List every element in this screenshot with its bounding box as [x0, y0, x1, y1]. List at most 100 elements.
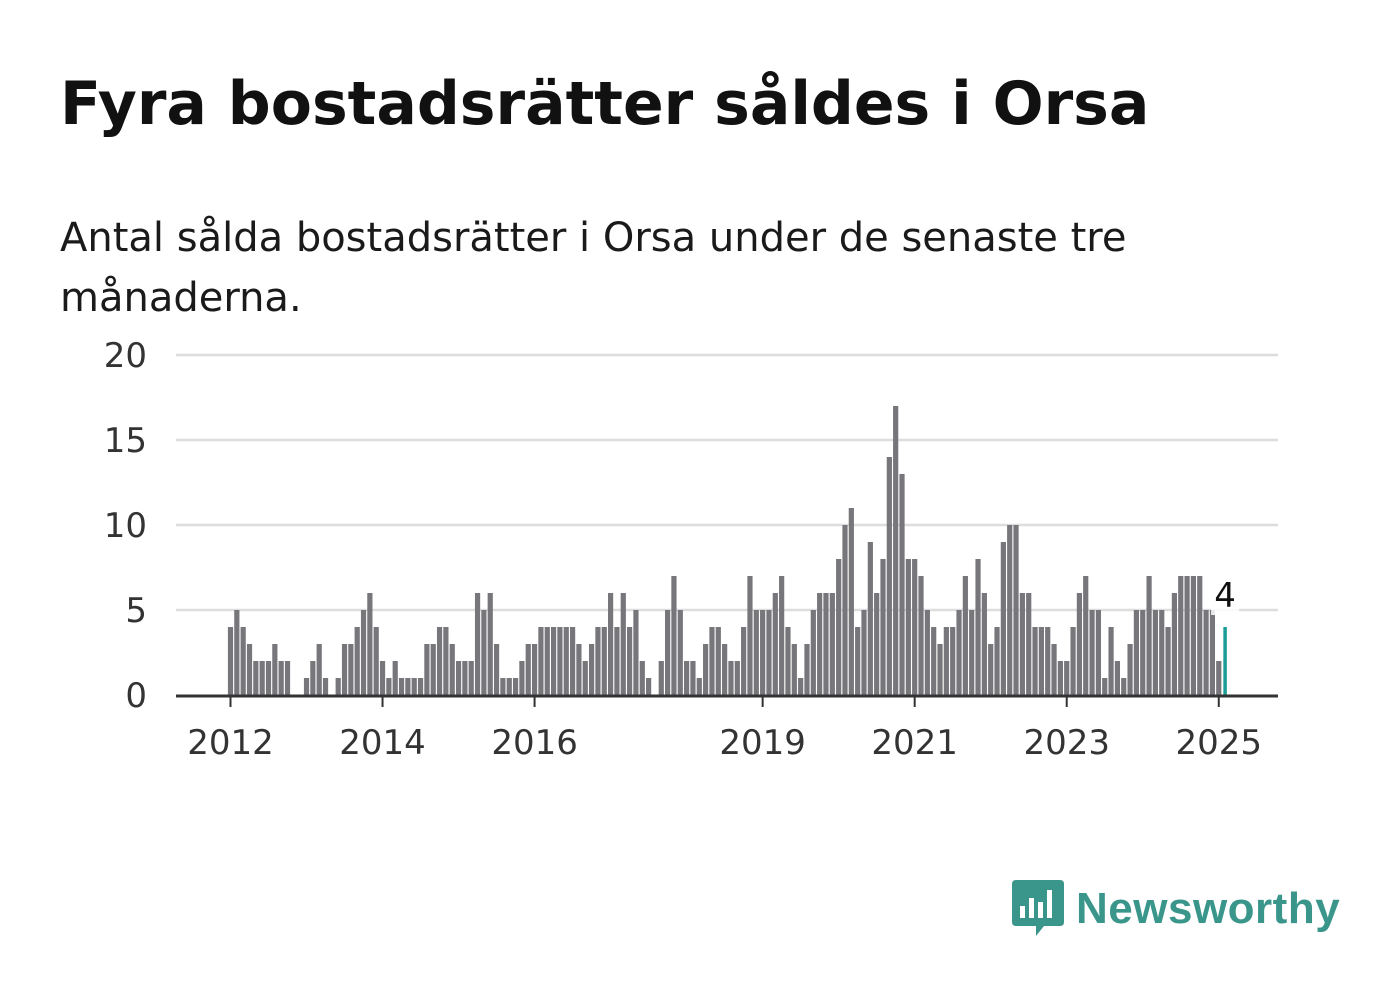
bar — [1133, 610, 1140, 695]
bar — [1203, 610, 1209, 695]
bar — [398, 678, 405, 695]
bar — [424, 644, 430, 695]
x-ticks — [229, 697, 1220, 707]
bar — [1165, 627, 1171, 695]
y-tick-label: 5 — [125, 591, 147, 631]
bar — [842, 525, 848, 695]
bar — [227, 627, 234, 695]
bar — [671, 576, 677, 695]
bar — [569, 627, 576, 695]
bar — [265, 661, 272, 695]
bar — [639, 661, 645, 695]
bar — [1013, 525, 1019, 695]
bar — [557, 627, 563, 695]
bar — [703, 644, 709, 695]
bar — [1209, 610, 1216, 695]
bar — [481, 610, 487, 695]
bar — [348, 644, 354, 695]
bar — [1057, 661, 1063, 695]
bar — [519, 661, 525, 695]
bar — [1045, 627, 1051, 695]
bar — [1140, 610, 1146, 695]
bar — [823, 593, 829, 695]
bar-chart: 0 5 10 15 20 2012 2014 2016 2019 2021 2023 2025 4 — [104, 336, 1278, 763]
bar — [316, 644, 322, 695]
bar — [588, 644, 595, 695]
bar — [981, 593, 987, 695]
bar — [1102, 678, 1108, 695]
bar — [931, 627, 937, 695]
bar — [1184, 576, 1190, 695]
bar — [354, 627, 360, 695]
bar — [861, 610, 867, 695]
bar — [576, 644, 582, 695]
bar — [335, 678, 341, 695]
bar — [975, 559, 981, 695]
bar — [684, 661, 690, 695]
bar-highlight — [1223, 627, 1227, 695]
bar — [1038, 627, 1044, 695]
bar — [360, 610, 367, 695]
bar — [1051, 644, 1057, 695]
bar — [969, 610, 975, 695]
gridlines — [176, 353, 1278, 612]
bar — [595, 627, 601, 695]
bar — [1095, 610, 1101, 695]
bar — [918, 576, 924, 695]
bar — [760, 610, 766, 695]
bar — [411, 678, 417, 695]
bar — [994, 627, 1000, 695]
bar — [893, 406, 899, 695]
bar — [1171, 593, 1178, 695]
bar — [741, 627, 747, 695]
bar — [1076, 593, 1082, 695]
bar — [608, 593, 614, 695]
y-tick-label: 0 — [125, 676, 147, 716]
bar — [436, 627, 443, 695]
bar — [627, 627, 633, 695]
bar — [322, 678, 329, 695]
bar — [405, 678, 411, 695]
bar — [246, 644, 253, 695]
bar — [468, 661, 474, 695]
bar — [1083, 576, 1089, 695]
bar — [1178, 576, 1184, 695]
bar — [988, 644, 994, 695]
bar — [582, 661, 588, 695]
bar — [303, 678, 310, 695]
bar — [658, 661, 664, 695]
x-tick-label: 2014 — [339, 723, 426, 763]
bar — [1216, 661, 1222, 695]
bar — [310, 661, 316, 695]
bar — [1019, 593, 1025, 695]
bar — [956, 610, 962, 695]
chart-subtitle: Antal sålda bostadsrätter i Orsa under d… — [60, 215, 1127, 321]
bar — [373, 627, 379, 695]
bar — [234, 610, 240, 695]
bar — [512, 678, 519, 695]
last-value-label: 4 — [1214, 576, 1236, 616]
y-tick-label: 15 — [104, 421, 147, 461]
bar — [253, 661, 259, 695]
bar — [525, 644, 531, 695]
bar — [417, 678, 424, 695]
bar — [912, 559, 918, 695]
bar — [836, 559, 842, 695]
bar — [848, 508, 854, 695]
bar — [272, 644, 278, 695]
bar — [696, 678, 702, 695]
bar — [487, 593, 493, 695]
newsworthy-logo-text: Newsworthy — [1076, 884, 1341, 933]
bar — [1197, 576, 1203, 695]
bar — [531, 644, 538, 695]
y-tick-label: 20 — [104, 336, 147, 376]
bar — [1070, 627, 1076, 695]
x-tick-label: 2019 — [719, 723, 806, 763]
bar — [449, 644, 455, 695]
chart-title: Fyra bostadsrätter såldes i Orsa — [60, 69, 1150, 139]
x-tick-label: 2021 — [871, 723, 958, 763]
bar — [962, 576, 968, 695]
bar — [734, 661, 740, 695]
bar — [1000, 542, 1006, 695]
bar — [633, 610, 639, 695]
